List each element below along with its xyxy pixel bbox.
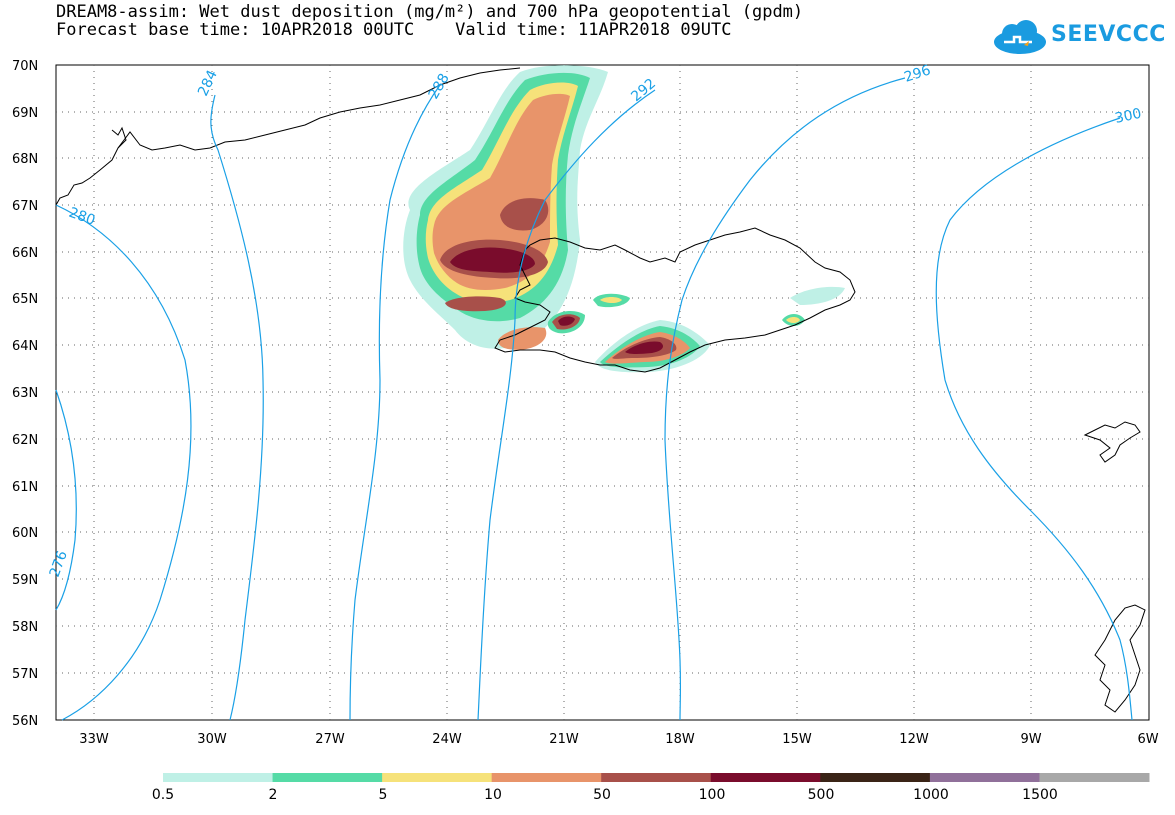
lat-label: 66N	[12, 246, 38, 261]
lat-label: 63N	[12, 386, 38, 401]
contour-label: 300	[1114, 106, 1143, 127]
colorbar-swatch	[820, 773, 931, 782]
lon-label: 30W	[197, 732, 227, 747]
lat-label: 65N	[12, 292, 38, 307]
colorbar-labels: 0.5 2 5 10 50 100 500 1000 1500	[152, 787, 1058, 803]
coastlines	[55, 67, 1146, 713]
colorbar-label: 100	[699, 787, 726, 803]
colorbar-label: 1000	[913, 787, 949, 803]
colorbar-swatch	[491, 773, 602, 782]
lon-label: 21W	[549, 732, 579, 747]
lat-label: 56N	[12, 714, 38, 729]
colorbar-label: 5	[379, 787, 388, 803]
lat-label: 62N	[12, 433, 38, 448]
lat-label: 57N	[12, 667, 38, 682]
latitude-labels: 70N 69N 68N 67N 66N 65N 64N 63N 62N 61N …	[12, 59, 38, 729]
lat-label: 70N	[12, 59, 38, 74]
logo-text: SEEVCCC	[1051, 22, 1166, 47]
lat-label: 58N	[12, 620, 38, 635]
longitude-labels: 33W 30W 27W 24W 21W 18W 15W 12W 9W 6W	[79, 732, 1158, 747]
colorbar-swatch	[929, 773, 1040, 782]
geopotential-contours	[55, 77, 1133, 721]
map-title: DREAM8-assim: Wet dust deposition (mg/m²…	[56, 2, 804, 22]
lon-label: 15W	[782, 732, 812, 747]
lon-label: 12W	[899, 732, 929, 747]
colorbar-swatch	[601, 773, 712, 782]
colorbar-swatch	[163, 773, 274, 782]
colorbar-label: 50	[593, 787, 611, 803]
colorbar-label: 500	[808, 787, 835, 803]
colorbar-swatch	[1039, 773, 1150, 782]
contour-label: 296	[902, 62, 932, 86]
colorbar-label: 10	[484, 787, 502, 803]
lon-label: 18W	[665, 732, 695, 747]
forecast-time-line: Forecast base time: 10APR2018 00UTC Vali…	[56, 20, 732, 40]
colorbar-swatch	[710, 773, 821, 782]
lon-label: 6W	[1137, 732, 1158, 747]
lat-label: 68N	[12, 152, 38, 167]
lat-label: 60N	[12, 526, 38, 541]
lat-label: 59N	[12, 573, 38, 588]
colorbar-label: 0.5	[152, 787, 174, 803]
lon-label: 24W	[432, 732, 462, 747]
colorbar	[163, 773, 1150, 782]
seevccc-logo	[994, 20, 1046, 54]
lon-label: 33W	[79, 732, 109, 747]
lat-label: 67N	[12, 199, 38, 214]
lat-label: 69N	[12, 106, 38, 121]
cloud-icon	[994, 20, 1046, 54]
dust-deposition-field	[403, 65, 845, 373]
lon-label: 9W	[1020, 732, 1041, 747]
colorbar-label: 1500	[1022, 787, 1058, 803]
lon-label: 27W	[315, 732, 345, 747]
lat-label: 64N	[12, 339, 38, 354]
lat-label: 61N	[12, 480, 38, 495]
colorbar-swatch	[272, 773, 383, 782]
colorbar-swatch	[382, 773, 493, 782]
colorbar-label: 2	[269, 787, 278, 803]
